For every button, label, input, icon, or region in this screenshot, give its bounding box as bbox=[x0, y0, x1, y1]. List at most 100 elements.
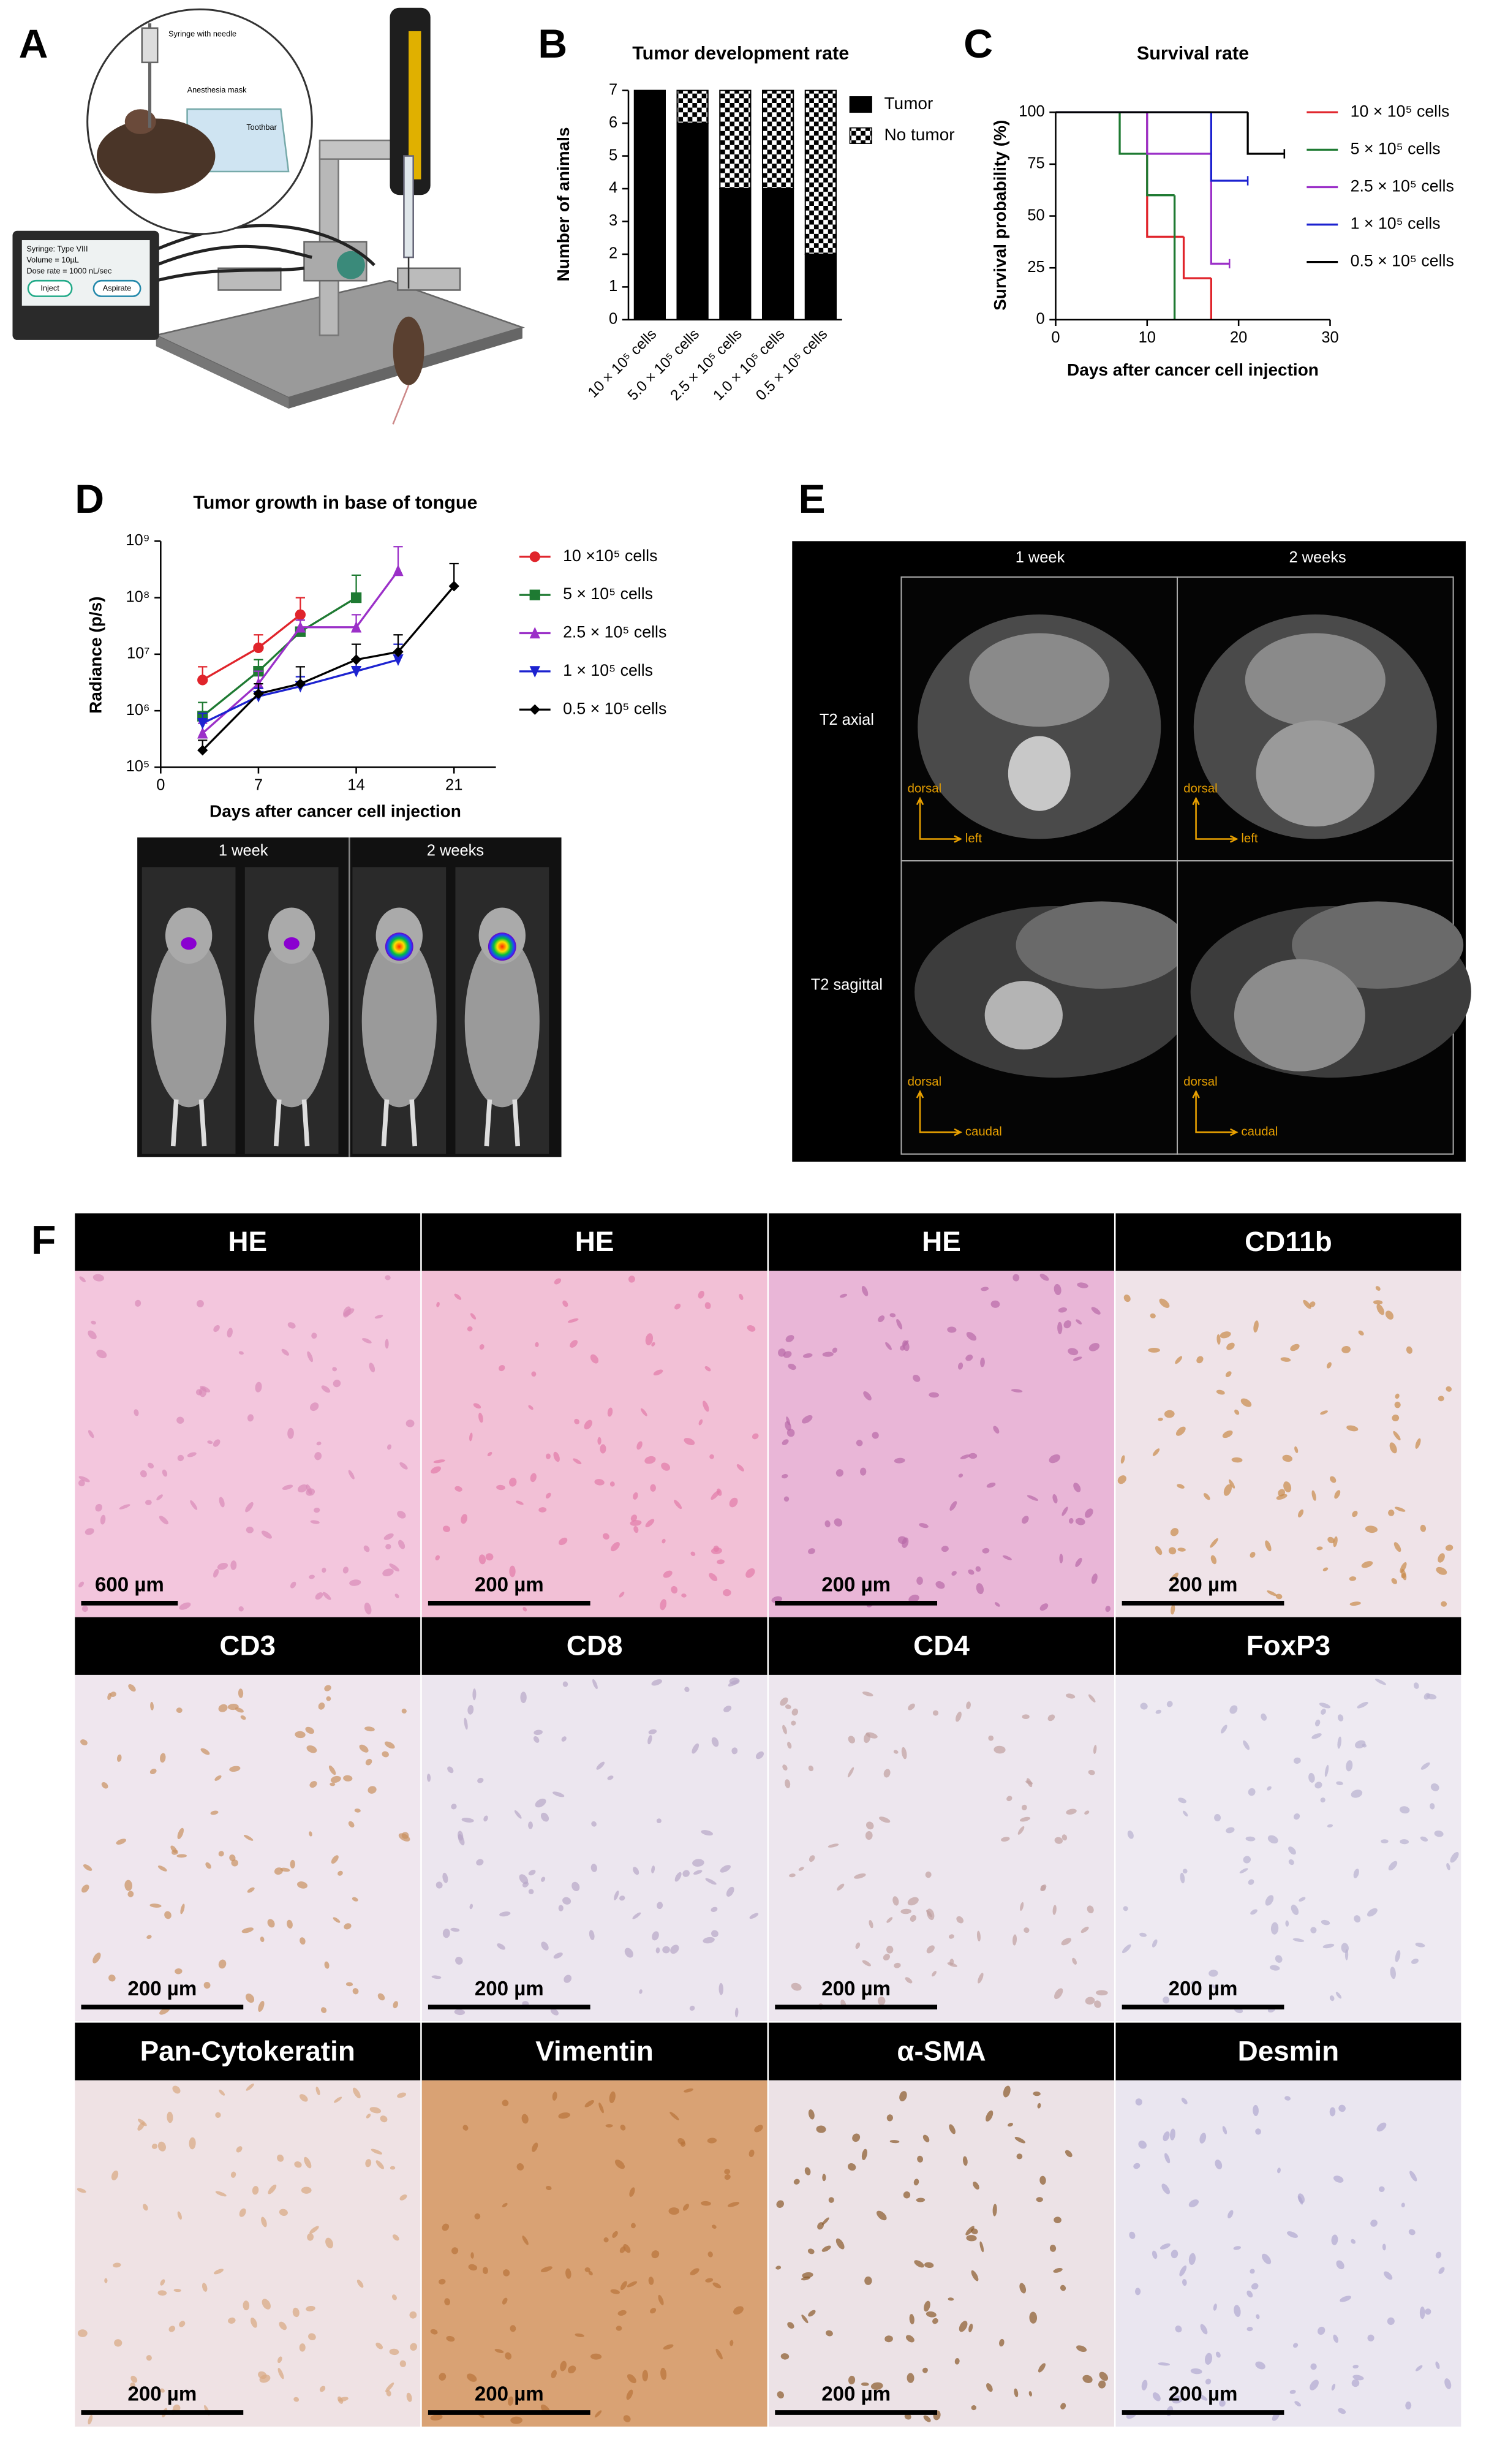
cell bbox=[146, 1935, 152, 1939]
cell bbox=[808, 1548, 815, 1554]
marker bbox=[197, 744, 208, 756]
cell bbox=[179, 1602, 191, 1610]
orientation-arrow bbox=[916, 796, 963, 843]
cell bbox=[947, 1326, 957, 1333]
cell bbox=[374, 1315, 383, 1319]
cell bbox=[727, 2202, 740, 2207]
cell bbox=[552, 1791, 565, 1797]
cell bbox=[430, 2329, 438, 2335]
cell bbox=[1280, 1357, 1291, 1362]
cell bbox=[386, 2390, 391, 2397]
cell bbox=[711, 1930, 718, 1938]
cell bbox=[1335, 1992, 1342, 1999]
cell bbox=[337, 2396, 344, 2404]
histology-image bbox=[769, 2080, 1114, 2427]
cell bbox=[239, 2208, 246, 2217]
cell bbox=[1209, 1970, 1218, 1977]
cell bbox=[348, 1821, 355, 1827]
cell bbox=[1310, 1927, 1317, 1933]
cell bbox=[173, 2404, 181, 2412]
cell bbox=[210, 1810, 219, 1815]
cell bbox=[1245, 1836, 1256, 1842]
cell bbox=[956, 1916, 964, 1924]
cell bbox=[377, 1993, 385, 2001]
cell bbox=[305, 1726, 314, 1734]
cell bbox=[865, 1732, 878, 1739]
cell bbox=[1352, 2375, 1364, 2381]
cell bbox=[235, 1707, 244, 1713]
cell bbox=[530, 1473, 537, 1483]
mouse-head bbox=[96, 118, 216, 194]
cell bbox=[1095, 1990, 1108, 1996]
cell bbox=[1191, 1981, 1197, 1986]
cell bbox=[1340, 2296, 1351, 2302]
cell bbox=[1297, 1509, 1304, 1517]
cell bbox=[981, 1287, 989, 1291]
y-tick-label: 10⁵ bbox=[126, 758, 150, 775]
cell bbox=[1286, 2231, 1298, 2238]
cell bbox=[954, 2358, 960, 2365]
cell bbox=[1438, 1396, 1444, 1402]
cell bbox=[894, 1962, 901, 1968]
bar-segment bbox=[804, 253, 837, 320]
cell bbox=[107, 1693, 112, 1700]
cell bbox=[623, 2415, 631, 2422]
cell bbox=[333, 1380, 341, 1388]
cell bbox=[1215, 2351, 1221, 2358]
cell bbox=[905, 1977, 913, 1984]
cell bbox=[436, 1302, 440, 1307]
cell bbox=[978, 1973, 984, 1984]
cell bbox=[227, 1328, 233, 1338]
cell bbox=[331, 1855, 339, 1864]
cell bbox=[309, 1781, 317, 1788]
cell bbox=[535, 1342, 539, 1347]
cell bbox=[1293, 1757, 1301, 1764]
marker bbox=[295, 621, 306, 633]
cell bbox=[584, 2099, 594, 2107]
cell bbox=[562, 1897, 571, 1905]
bioluminescence-image: 1 week 2 weeks bbox=[137, 837, 562, 1157]
header-band bbox=[1115, 2022, 1461, 2080]
cell bbox=[1430, 1783, 1439, 1791]
tumor bbox=[1008, 736, 1071, 811]
cell bbox=[446, 2335, 455, 2342]
cell bbox=[1434, 1830, 1444, 1837]
cell bbox=[916, 2198, 926, 2202]
cell bbox=[1059, 1554, 1063, 1563]
cell bbox=[389, 1563, 400, 1572]
cell bbox=[119, 1504, 130, 1510]
cell bbox=[1316, 1546, 1323, 1551]
cell bbox=[596, 1761, 605, 1770]
cell bbox=[1061, 1938, 1072, 1946]
cell bbox=[366, 2114, 371, 2118]
cell bbox=[551, 2370, 557, 2379]
cell bbox=[935, 1581, 945, 1589]
header-band bbox=[769, 1617, 1114, 1675]
cell bbox=[337, 1870, 343, 1876]
cell bbox=[1011, 1389, 1023, 1393]
cell bbox=[332, 1367, 337, 1372]
cell bbox=[789, 1873, 796, 1878]
cell bbox=[956, 1711, 962, 1722]
cell bbox=[461, 1514, 467, 1524]
cell bbox=[748, 2149, 755, 2157]
cell bbox=[496, 1484, 505, 1491]
cell bbox=[1087, 1905, 1094, 1914]
cell bbox=[698, 1419, 703, 1426]
y-tick-label: 6 bbox=[609, 114, 617, 131]
legend-label: 2.5 × 10⁵ cells bbox=[563, 623, 666, 641]
x-tick-label: 21 bbox=[445, 777, 462, 794]
cell bbox=[389, 2348, 399, 2356]
panel-header: FoxP3 bbox=[1246, 1630, 1330, 1661]
x-tick-label: 0 bbox=[156, 777, 165, 794]
cell bbox=[782, 1474, 788, 1479]
mask bbox=[336, 251, 365, 279]
cell bbox=[624, 1948, 633, 1958]
cell bbox=[522, 1607, 527, 1612]
cell bbox=[180, 1903, 185, 1914]
cell bbox=[470, 2252, 474, 2259]
cell bbox=[101, 1782, 108, 1789]
cell bbox=[1255, 2128, 1261, 2135]
cell bbox=[804, 2167, 811, 2175]
panel-header: CD11b bbox=[1245, 1226, 1332, 1257]
